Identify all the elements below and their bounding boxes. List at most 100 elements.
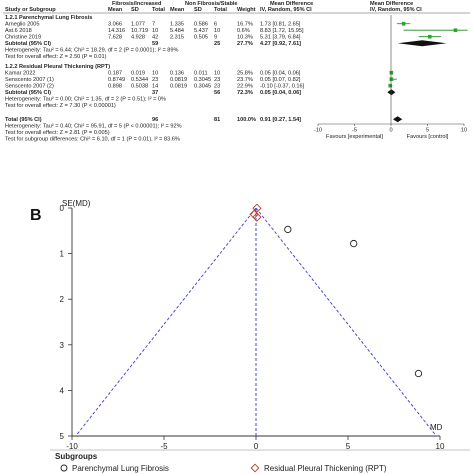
study-cell: 23: [214, 77, 220, 83]
panel-label: B: [30, 207, 42, 224]
study-cell: 0.0819: [170, 84, 187, 90]
legend-title: Subgroups: [55, 452, 98, 461]
study-ci: -0.10 [-0.37, 0.16]: [260, 84, 305, 90]
study-cell: 23.7%: [237, 77, 253, 83]
study-cell: 6: [214, 22, 217, 28]
study-name: Christine 2019: [5, 35, 41, 41]
study-cell: 7.628: [108, 35, 122, 41]
study-cell: 0.3045: [194, 84, 211, 90]
forest-tick-label: 10: [461, 128, 467, 134]
funnel-right-line: [255, 207, 437, 437]
study-ci: 8.83 [1.72, 15.95]: [260, 28, 304, 34]
study-cell: 0.187: [108, 71, 122, 77]
study-cell: 0.6%: [237, 28, 250, 34]
study-cell: 0.8749: [108, 77, 125, 83]
x-tick-label: 0: [254, 442, 259, 451]
group2-header: Non Fibrosis/Stable: [185, 1, 238, 7]
total-cell: 96: [152, 117, 158, 123]
y-tick-label: 4: [60, 386, 65, 395]
study-cell: 10: [152, 28, 158, 34]
y-tick-label: 0: [60, 204, 65, 213]
total-overall-effect-text: Test for overall effect: Z = 2.81 (P = 0…: [5, 130, 110, 136]
total-ci: 0.91 [0.27, 1.54]: [260, 117, 301, 123]
lung-fibrosis-point: [350, 239, 358, 248]
study-ci: 1.73 [0.81, 2.65]: [260, 22, 301, 28]
total-label: Total (95% CI): [5, 117, 42, 123]
total-heterogeneity-text: Heterogeneity: Tau² = 0.40; Chi² = 95.91…: [5, 124, 182, 130]
subgroup-difference-text: Test for subgroup differences: Chi² = 6.…: [5, 137, 180, 143]
study-name: Senscento 2007 (2): [5, 84, 54, 90]
total-cell: 81: [214, 117, 220, 123]
study-cell: 23: [214, 84, 220, 90]
favours-left-label: Favours [experimental]: [326, 134, 383, 140]
subtotal-cell: 56: [214, 90, 220, 96]
study-cell: 0.586: [194, 22, 208, 28]
effect-square: [389, 70, 394, 75]
heterogeneity-text: Heterogeneity: Tau² = 0.00; Chi² = 1.35,…: [5, 97, 166, 103]
effect-square: [453, 28, 458, 32]
subtotal-cell: 37: [152, 90, 158, 96]
legend-diamond-marker: [250, 463, 260, 473]
effect-square: [389, 77, 394, 81]
study-cell: 0.136: [170, 71, 184, 77]
study-cell: 10: [152, 71, 158, 77]
study-cell: 1.077: [131, 22, 145, 28]
subtotal-cell: 72.3%: [237, 90, 253, 96]
summary-diamond: [397, 40, 447, 47]
column-header: Weight: [237, 7, 256, 13]
column-header: Total: [214, 7, 227, 13]
pleural-thickening-point: [252, 212, 262, 222]
study-cell: 42: [152, 35, 158, 41]
y-tick-label: 3: [60, 341, 65, 350]
forest-tick-label: -10: [314, 128, 322, 134]
plot-sub-header: IV, Random, 95% CI: [370, 7, 422, 13]
study-cell: 0.011: [194, 71, 208, 77]
x-tick-label: -10: [66, 442, 78, 451]
x-tick-label: 10: [436, 442, 445, 451]
x-axis-label: MD: [430, 423, 443, 432]
study-cell: 5.484: [170, 28, 184, 34]
effect-square: [388, 83, 393, 88]
summary-diamond: [392, 116, 403, 123]
study-cell: 10.719: [131, 28, 148, 34]
study-cell: 4.928: [131, 35, 145, 41]
study-cell: 14.316: [108, 28, 125, 34]
study-cell: 10: [214, 28, 220, 34]
study-cell: 16.7%: [237, 22, 253, 28]
pleural-thickening-point: [252, 203, 262, 213]
heterogeneity-text: Heterogeneity: Tau² = 6.44; Chi² = 18.29…: [5, 48, 178, 54]
funnel-left-line: [75, 207, 257, 437]
study-cell: 0.898: [108, 84, 122, 90]
study-header: Study or Subgroup: [5, 7, 56, 13]
pleural-thickening-point: [249, 209, 259, 220]
y-tick-label: 2: [60, 295, 65, 304]
column-header: Mean: [170, 7, 185, 13]
study-cell: 0.019: [131, 71, 145, 77]
x-tick-label: -5: [160, 442, 168, 451]
column-header: SD: [194, 7, 202, 13]
study-cell: 1.335: [170, 22, 184, 28]
total-cell: 100.0%: [237, 117, 256, 123]
effect-square: [427, 34, 432, 39]
study-cell: 9: [214, 35, 217, 41]
forest-plot: Fibrosis/Increased Non Fibrosis/Stable Mea…: [3, 1, 470, 143]
study-name: Arneglio 2005: [5, 22, 40, 28]
study-cell: 23: [152, 77, 158, 83]
x-tick-label: 5: [346, 442, 351, 451]
study-name: Ast.6 2018: [5, 28, 32, 34]
subtotal-ci: 0.05 [0.04, 0.06]: [260, 90, 301, 96]
study-ci: 0.05 [0.07, 0.82]: [260, 77, 301, 83]
study-cell: 0.3045: [194, 77, 211, 83]
study-cell: 25.8%: [237, 71, 253, 77]
summary-diamond: [387, 89, 396, 96]
study-ci: 0.05 [0.04, 0.06]: [260, 71, 301, 77]
lung-fibrosis-point: [414, 369, 423, 378]
subtotal-cell: 59: [152, 41, 158, 47]
forest-tick-label: 0: [389, 128, 392, 134]
subtotal-label: Subtotal (95% CI): [5, 41, 51, 47]
y-axis-label: SE(MD): [62, 199, 91, 208]
study-cell: 3.066: [108, 22, 122, 28]
study-cell: 0.5038: [131, 84, 148, 90]
y-tick-label: 5: [60, 432, 65, 441]
